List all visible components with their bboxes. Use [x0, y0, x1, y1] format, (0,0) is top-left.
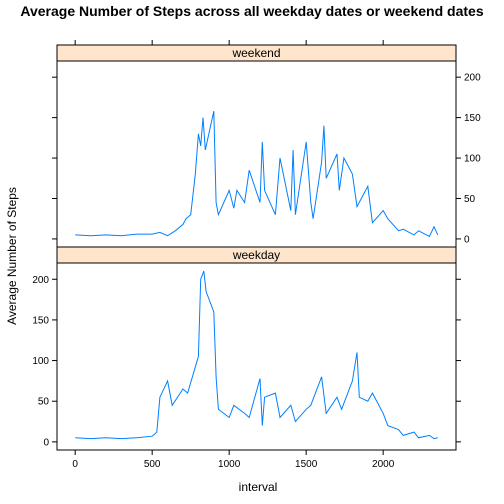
chart-title: Average Number of Steps across all weekd…	[20, 3, 483, 19]
strip-label-weekday: weekday	[232, 248, 280, 262]
y-tick-label: 50	[38, 397, 50, 408]
y-tick-label: 150	[464, 113, 481, 124]
y-tick-label: 200	[464, 73, 481, 84]
x-axis-label: interval	[239, 480, 278, 494]
panel-frame-weekend	[56, 60, 457, 248]
y-tick-label: 200	[32, 275, 49, 286]
x-tick-label: 0	[72, 459, 78, 470]
x-tick-label: 2000	[372, 459, 395, 470]
y-tick-label: 150	[32, 315, 49, 326]
strip-label-weekend: weekend	[231, 46, 280, 60]
y-tick-label: 100	[32, 356, 49, 367]
y-tick-label: 0	[43, 437, 49, 448]
y-tick-label: 0	[464, 234, 470, 245]
x-tick-label: 1000	[218, 459, 241, 470]
x-tick-label: 500	[144, 459, 161, 470]
panel-frame-weekday	[56, 262, 457, 451]
series-line-weekend	[75, 110, 439, 238]
series-line-weekday	[75, 270, 438, 440]
y-tick-label: 100	[464, 154, 481, 165]
y-tick-label: 50	[464, 194, 476, 205]
y-axis-label: Average Number of Steps	[5, 187, 19, 325]
x-tick-label: 1500	[295, 459, 318, 470]
